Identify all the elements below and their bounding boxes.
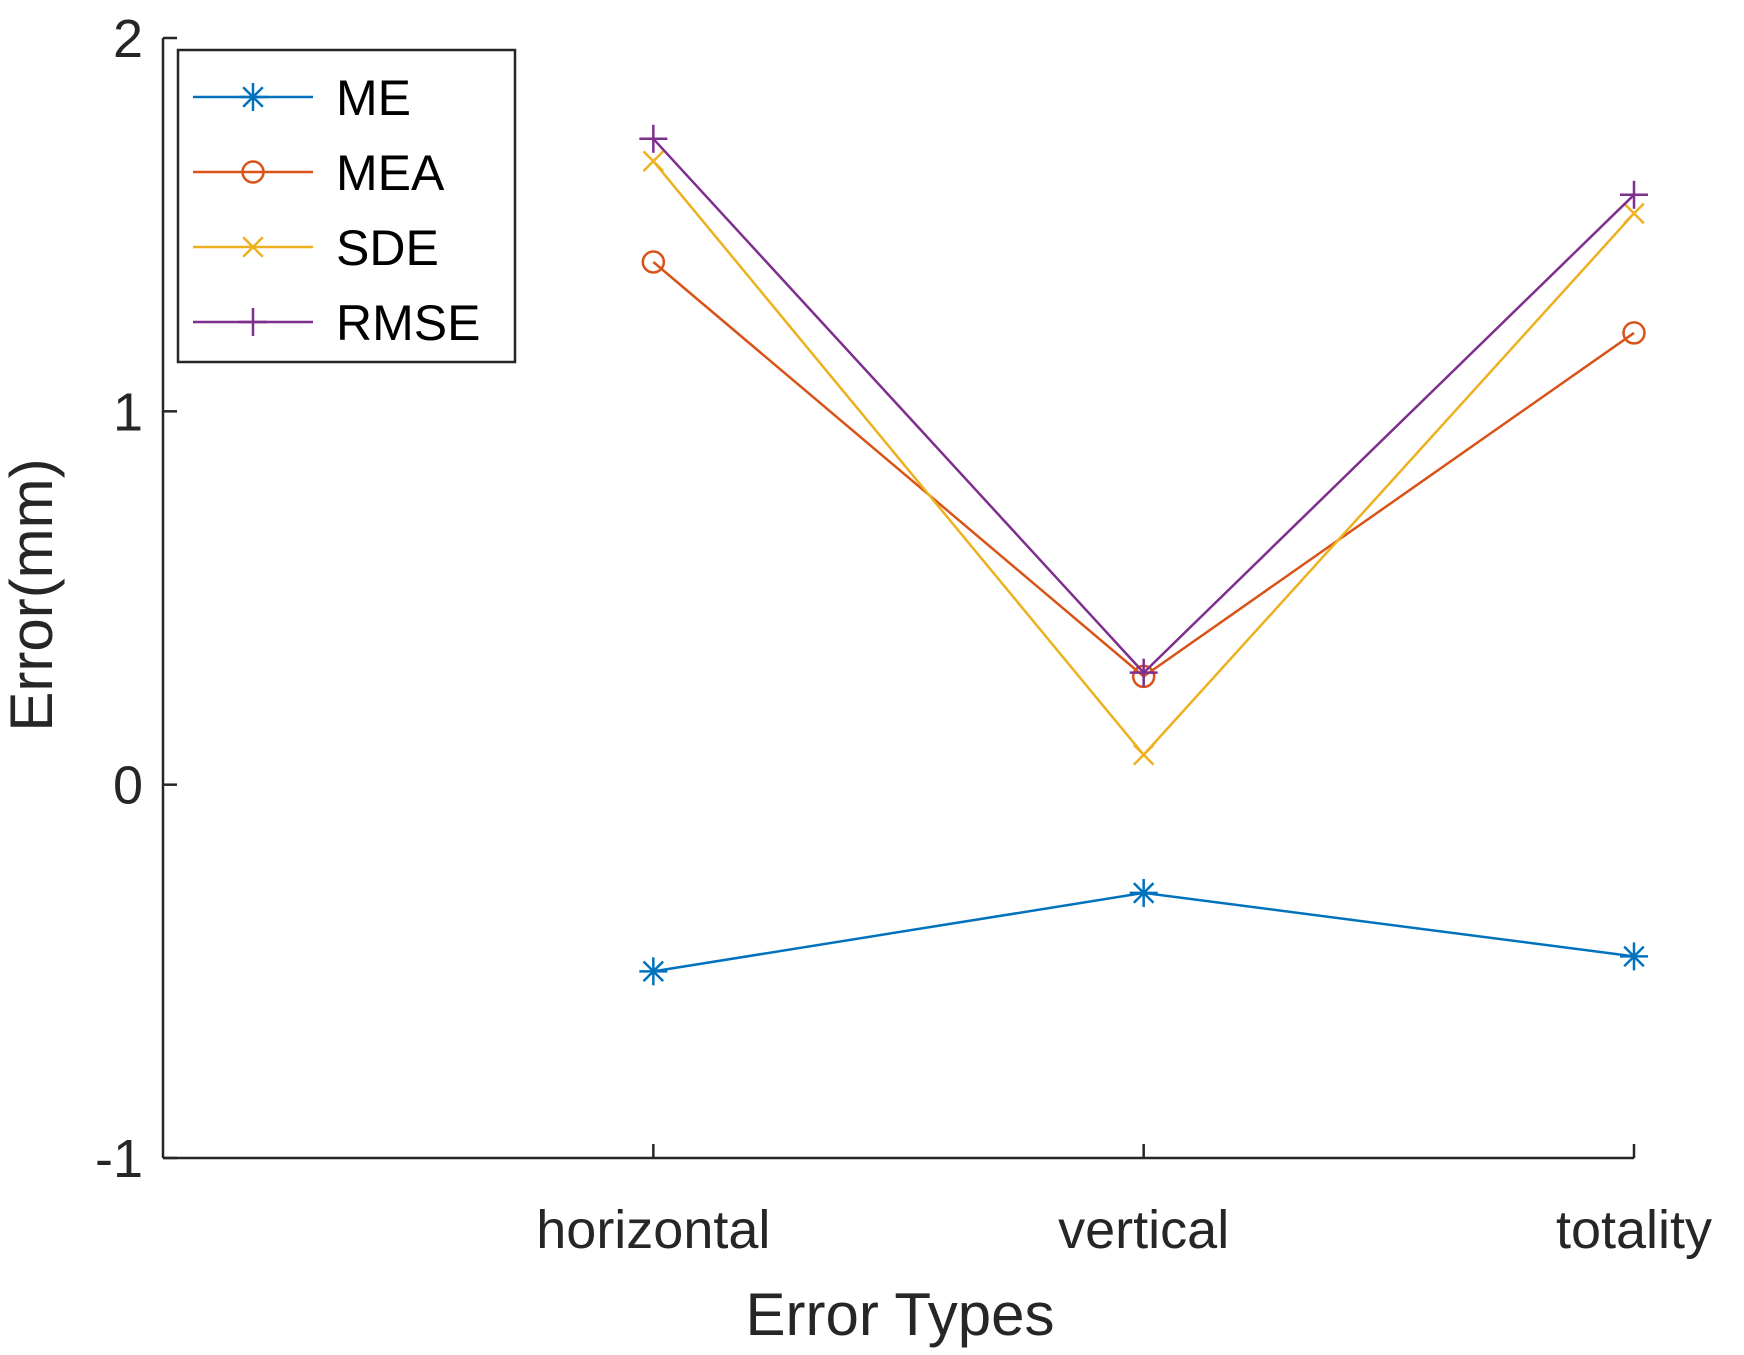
legend-item-rmse: RMSE: [193, 295, 480, 351]
legend-label: MEA: [336, 145, 445, 201]
x-axis-title: Error Types: [746, 1281, 1055, 1348]
marker-asterisk-stroke: [1623, 945, 1645, 968]
data-point: [1132, 744, 1155, 766]
legend: ME MEA SDE RMSE: [176, 48, 517, 364]
data-point: [241, 160, 265, 184]
y-tick-label: 0: [113, 756, 143, 816]
legend-label: SDE: [336, 220, 439, 276]
marker-x-stroke: [1623, 202, 1645, 225]
legend-box: [176, 48, 517, 364]
series-mea: [641, 250, 1646, 689]
y-tick-label: -1: [95, 1129, 143, 1189]
data-point: [1129, 878, 1158, 907]
y-ticks: -1 0 1 2: [95, 9, 177, 1189]
x-tick-label: totality: [1556, 1200, 1712, 1260]
x-ticks: horizontal vertical totality: [536, 1144, 1712, 1260]
marker-asterisk-stroke: [1132, 882, 1155, 904]
marker-x-stroke: [242, 236, 264, 258]
data-point: [641, 250, 666, 274]
marker-asterisk-stroke: [642, 960, 665, 983]
legend-item-me: ME: [193, 70, 411, 126]
y-tick-label: 1: [113, 382, 143, 442]
data-point: [1620, 180, 1648, 209]
legend-label: ME: [336, 70, 411, 126]
data-point: [239, 308, 267, 336]
data-point: [1622, 321, 1646, 345]
series-line-mea: [652, 261, 1635, 678]
marker-asterisk-stroke: [242, 86, 264, 108]
y-tick-label: 2: [113, 9, 143, 69]
axes: [161, 38, 1634, 1160]
data-point: [242, 236, 264, 258]
x-tick-label: vertical: [1058, 1200, 1229, 1260]
marker-circle: [241, 160, 265, 184]
data-point: [239, 83, 267, 111]
data-point: [639, 957, 668, 986]
data-point: [1620, 942, 1648, 971]
data-point: [639, 124, 668, 153]
series-sde: [642, 150, 1645, 766]
legend-label: RMSE: [336, 295, 480, 351]
marker-circle: [641, 250, 666, 274]
series-group: [639, 124, 1648, 986]
marker-circle: [1622, 321, 1646, 345]
series-me: [639, 878, 1648, 986]
series-rmse: [639, 124, 1648, 687]
marker-x-stroke: [642, 150, 665, 172]
data-point: [642, 150, 665, 172]
legend-item-mea: MEA: [193, 145, 445, 201]
data-point: [1129, 658, 1158, 687]
series-line-rmse: [652, 137, 1635, 675]
x-tick-label: horizontal: [536, 1200, 770, 1260]
marker-x-stroke: [1132, 744, 1155, 766]
data-point: [1623, 202, 1645, 225]
y-axis-title: Error(mm): [0, 458, 65, 731]
legend-item-sde: SDE: [193, 220, 439, 276]
